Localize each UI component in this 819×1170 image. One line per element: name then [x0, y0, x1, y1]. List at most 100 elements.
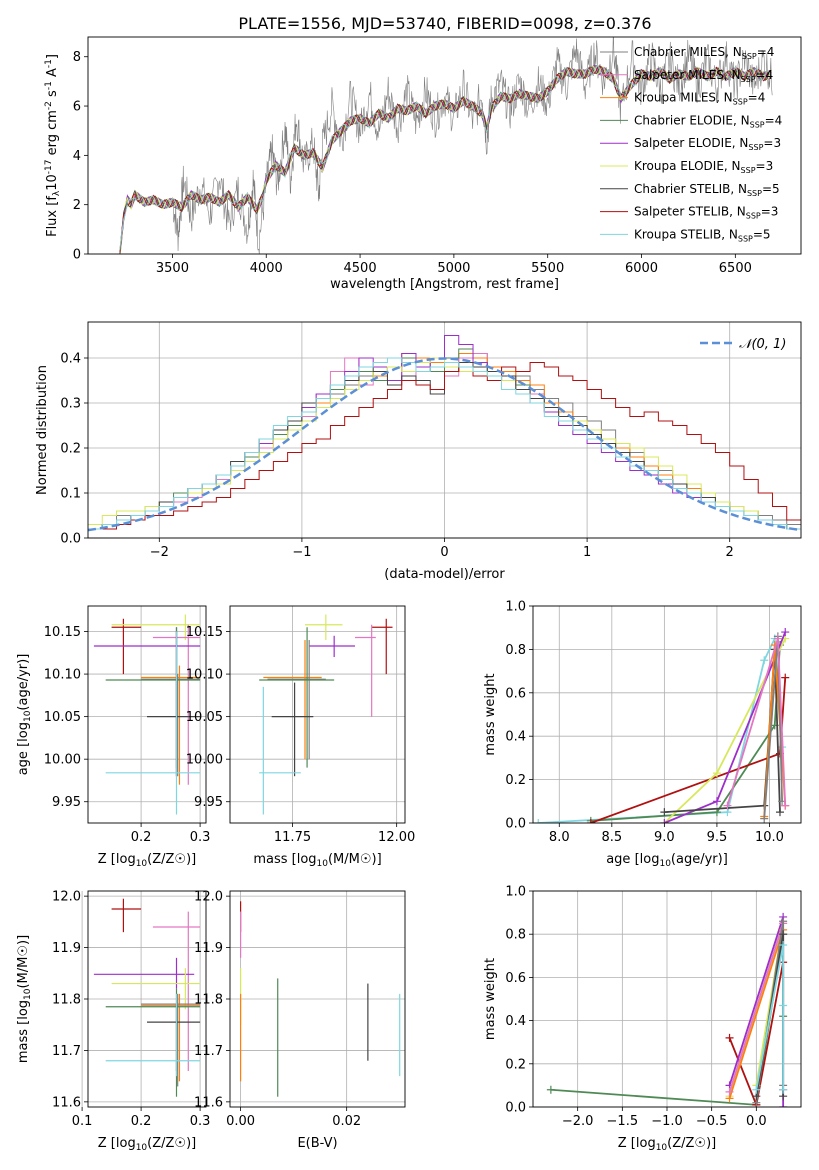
mass-weight-vs-Z-panel: −2.0 −1.5 −1.0 −0.5 0.0 0.0 0.2 0.4 0.6 0.8 1.0 Z [… [483, 885, 802, 1153]
x-tick-label: 0.3 [190, 1114, 211, 1129]
y-tick-label: 12.0 [194, 890, 223, 905]
y-tick-label: 10.10 [186, 668, 223, 683]
mass-vs-EBV-panel: 0.00 0.02 11.6 11.7 11.8 11.9 12.0 E(B-V) [194, 890, 406, 1151]
axes-frame [87, 605, 207, 824]
x-tick-label: 0.2 [131, 1114, 152, 1129]
weight-marker [781, 801, 790, 810]
weight-marker [546, 1085, 555, 1094]
y-tick-label: 10.00 [186, 753, 223, 768]
x-axis-label: (data-model)/error [384, 567, 505, 582]
y-tick-label: 0.8 [505, 928, 526, 943]
weight-marker [534, 819, 543, 823]
x-tick-label: 6000 [625, 261, 658, 276]
y-tick-label: 0.6 [505, 971, 526, 986]
weight-marker [779, 941, 788, 949]
histogram-salpeter-stelib [88, 362, 801, 530]
legend-entry: Salpeter STELIB, NSSP=3 [634, 205, 778, 221]
weight-marker [779, 1085, 788, 1094]
y-tick-label: 1.0 [505, 600, 526, 615]
legend-entry: 𝒩(0, 1) [739, 337, 786, 352]
errorbars [259, 614, 393, 815]
x-tick-label: 6500 [719, 261, 752, 276]
mass-vs-Z-panel: 0.1 0.2 0.3 11.6 11.7 11.8 11.9 12.0 Z [log10(Z/… [16, 890, 210, 1153]
x-tick-label: 0.0 [746, 1114, 767, 1129]
legend-entry: Kroupa MILES, NSSP=4 [634, 91, 765, 107]
weight-marker [712, 769, 721, 778]
x-axis-label: Z [log10(Z/Z☉)] [98, 1136, 196, 1153]
weight-marker [725, 1087, 734, 1096]
legend-entry: Salpeter MILES, NSSP=4 [634, 68, 773, 84]
legend-entry: Chabrier STELIB, NSSP=5 [634, 182, 780, 198]
x-tick-label: 4000 [250, 261, 283, 276]
y-tick-label: 0.2 [60, 442, 81, 457]
x-tick-label: 12.00 [378, 830, 415, 845]
x-tick-label: 0.3 [190, 830, 211, 845]
weight-marker [779, 917, 788, 926]
x-tick-label: 9.5 [707, 830, 728, 845]
x-tick-label: 8.5 [601, 830, 622, 845]
y-axis-label: Flux [fλ10-17 erg cm-2 s-1 A-1] [44, 54, 62, 237]
y-tick-label: 11.8 [194, 993, 223, 1008]
y-axis-label: mass weight [483, 673, 498, 755]
x-tick-label: 0 [440, 545, 448, 560]
errorbars [93, 614, 201, 815]
y-axis-label: mass weight [483, 958, 498, 1040]
axes-frame [532, 605, 802, 824]
x-tick-label: 11.75 [274, 830, 311, 845]
spectrum-panel: 3500 4000 4500 5000 5500 6000 6500 0 2 4 6 8 wavelen… [44, 36, 802, 292]
x-tick-label: −1 [292, 545, 311, 560]
weight-marker [586, 819, 595, 823]
model-line-kroupa-stelib [119, 64, 772, 250]
x-axis-label: Z [log10(Z/Z☉)] [618, 1136, 716, 1153]
y-tick-label: 11.7 [52, 1044, 81, 1059]
axes-frame [229, 605, 406, 824]
y-tick-label: 6 [73, 100, 81, 115]
weight-marker [775, 808, 784, 817]
weight-marker [712, 797, 721, 806]
axes-frame [532, 890, 802, 1108]
x-axis-label: Z [log10(Z/Z☉)] [98, 852, 196, 869]
weight-marker [660, 819, 669, 823]
figure-title: PLATE=1556, MJD=53740, FIBERID=0098, z=0… [238, 14, 651, 33]
weight-marker [760, 656, 769, 665]
weight-marker [781, 628, 790, 637]
data-spectrum-line [119, 37, 773, 254]
residuals-panel: −2 −1 0 1 2 0.0 0.1 0.2 0.3 0.4 (data-model)/error… [35, 321, 802, 582]
y-tick-label: 11.9 [194, 941, 223, 956]
legend-entry: Salpeter ELODIE, NSSP=3 [634, 136, 781, 152]
y-tick-label: 0.2 [505, 773, 526, 788]
weight-marker [752, 1085, 761, 1094]
x-tick-label: 2 [726, 545, 734, 560]
weight-marker [760, 814, 769, 823]
x-axis-label: age [log10(age/yr)] [606, 852, 728, 869]
weight-marker [779, 930, 788, 939]
y-tick-label: 0.0 [505, 817, 526, 832]
y-tick-label: 2 [73, 198, 81, 213]
weight-marker [660, 808, 669, 817]
age-vs-Z-panel: 0.2 0.3 9.95 10.00 10.05 10.10 10.15 Z [log10(Z… [16, 605, 211, 869]
y-tick-label: 0.1 [60, 487, 81, 502]
x-tick-label: 0.02 [332, 1114, 361, 1129]
y-tick-label: 0.4 [505, 730, 526, 745]
y-tick-label: 12.0 [52, 890, 81, 905]
weight-marker [773, 634, 782, 643]
errorbars [240, 901, 401, 1097]
x-tick-label: 5500 [531, 261, 564, 276]
y-tick-label: 1.0 [505, 885, 526, 900]
y-tick-label: 4 [73, 149, 81, 164]
gaussian-curve [88, 357, 801, 532]
y-tick-label: 10.15 [186, 625, 223, 640]
histograms [88, 335, 801, 532]
y-axis-label: mass [log10(M/M☉)] [16, 935, 33, 1063]
y-tick-label: 10.00 [44, 753, 81, 768]
x-tick-label: −2 [150, 545, 169, 560]
legend-entry: Kroupa STELIB, NSSP=5 [634, 227, 771, 243]
y-axis-label: age [log10(age/yr)] [16, 654, 33, 776]
y-tick-label: 0.6 [505, 686, 526, 701]
y-tick-label: 0.2 [505, 1057, 526, 1072]
y-tick-label: 10.05 [186, 710, 223, 725]
errorbars [93, 898, 201, 1097]
x-tick-label: −0.5 [696, 1114, 728, 1129]
legend-entry: Chabrier MILES, NSSP=4 [634, 45, 774, 61]
x-tick-label: 3500 [156, 261, 189, 276]
